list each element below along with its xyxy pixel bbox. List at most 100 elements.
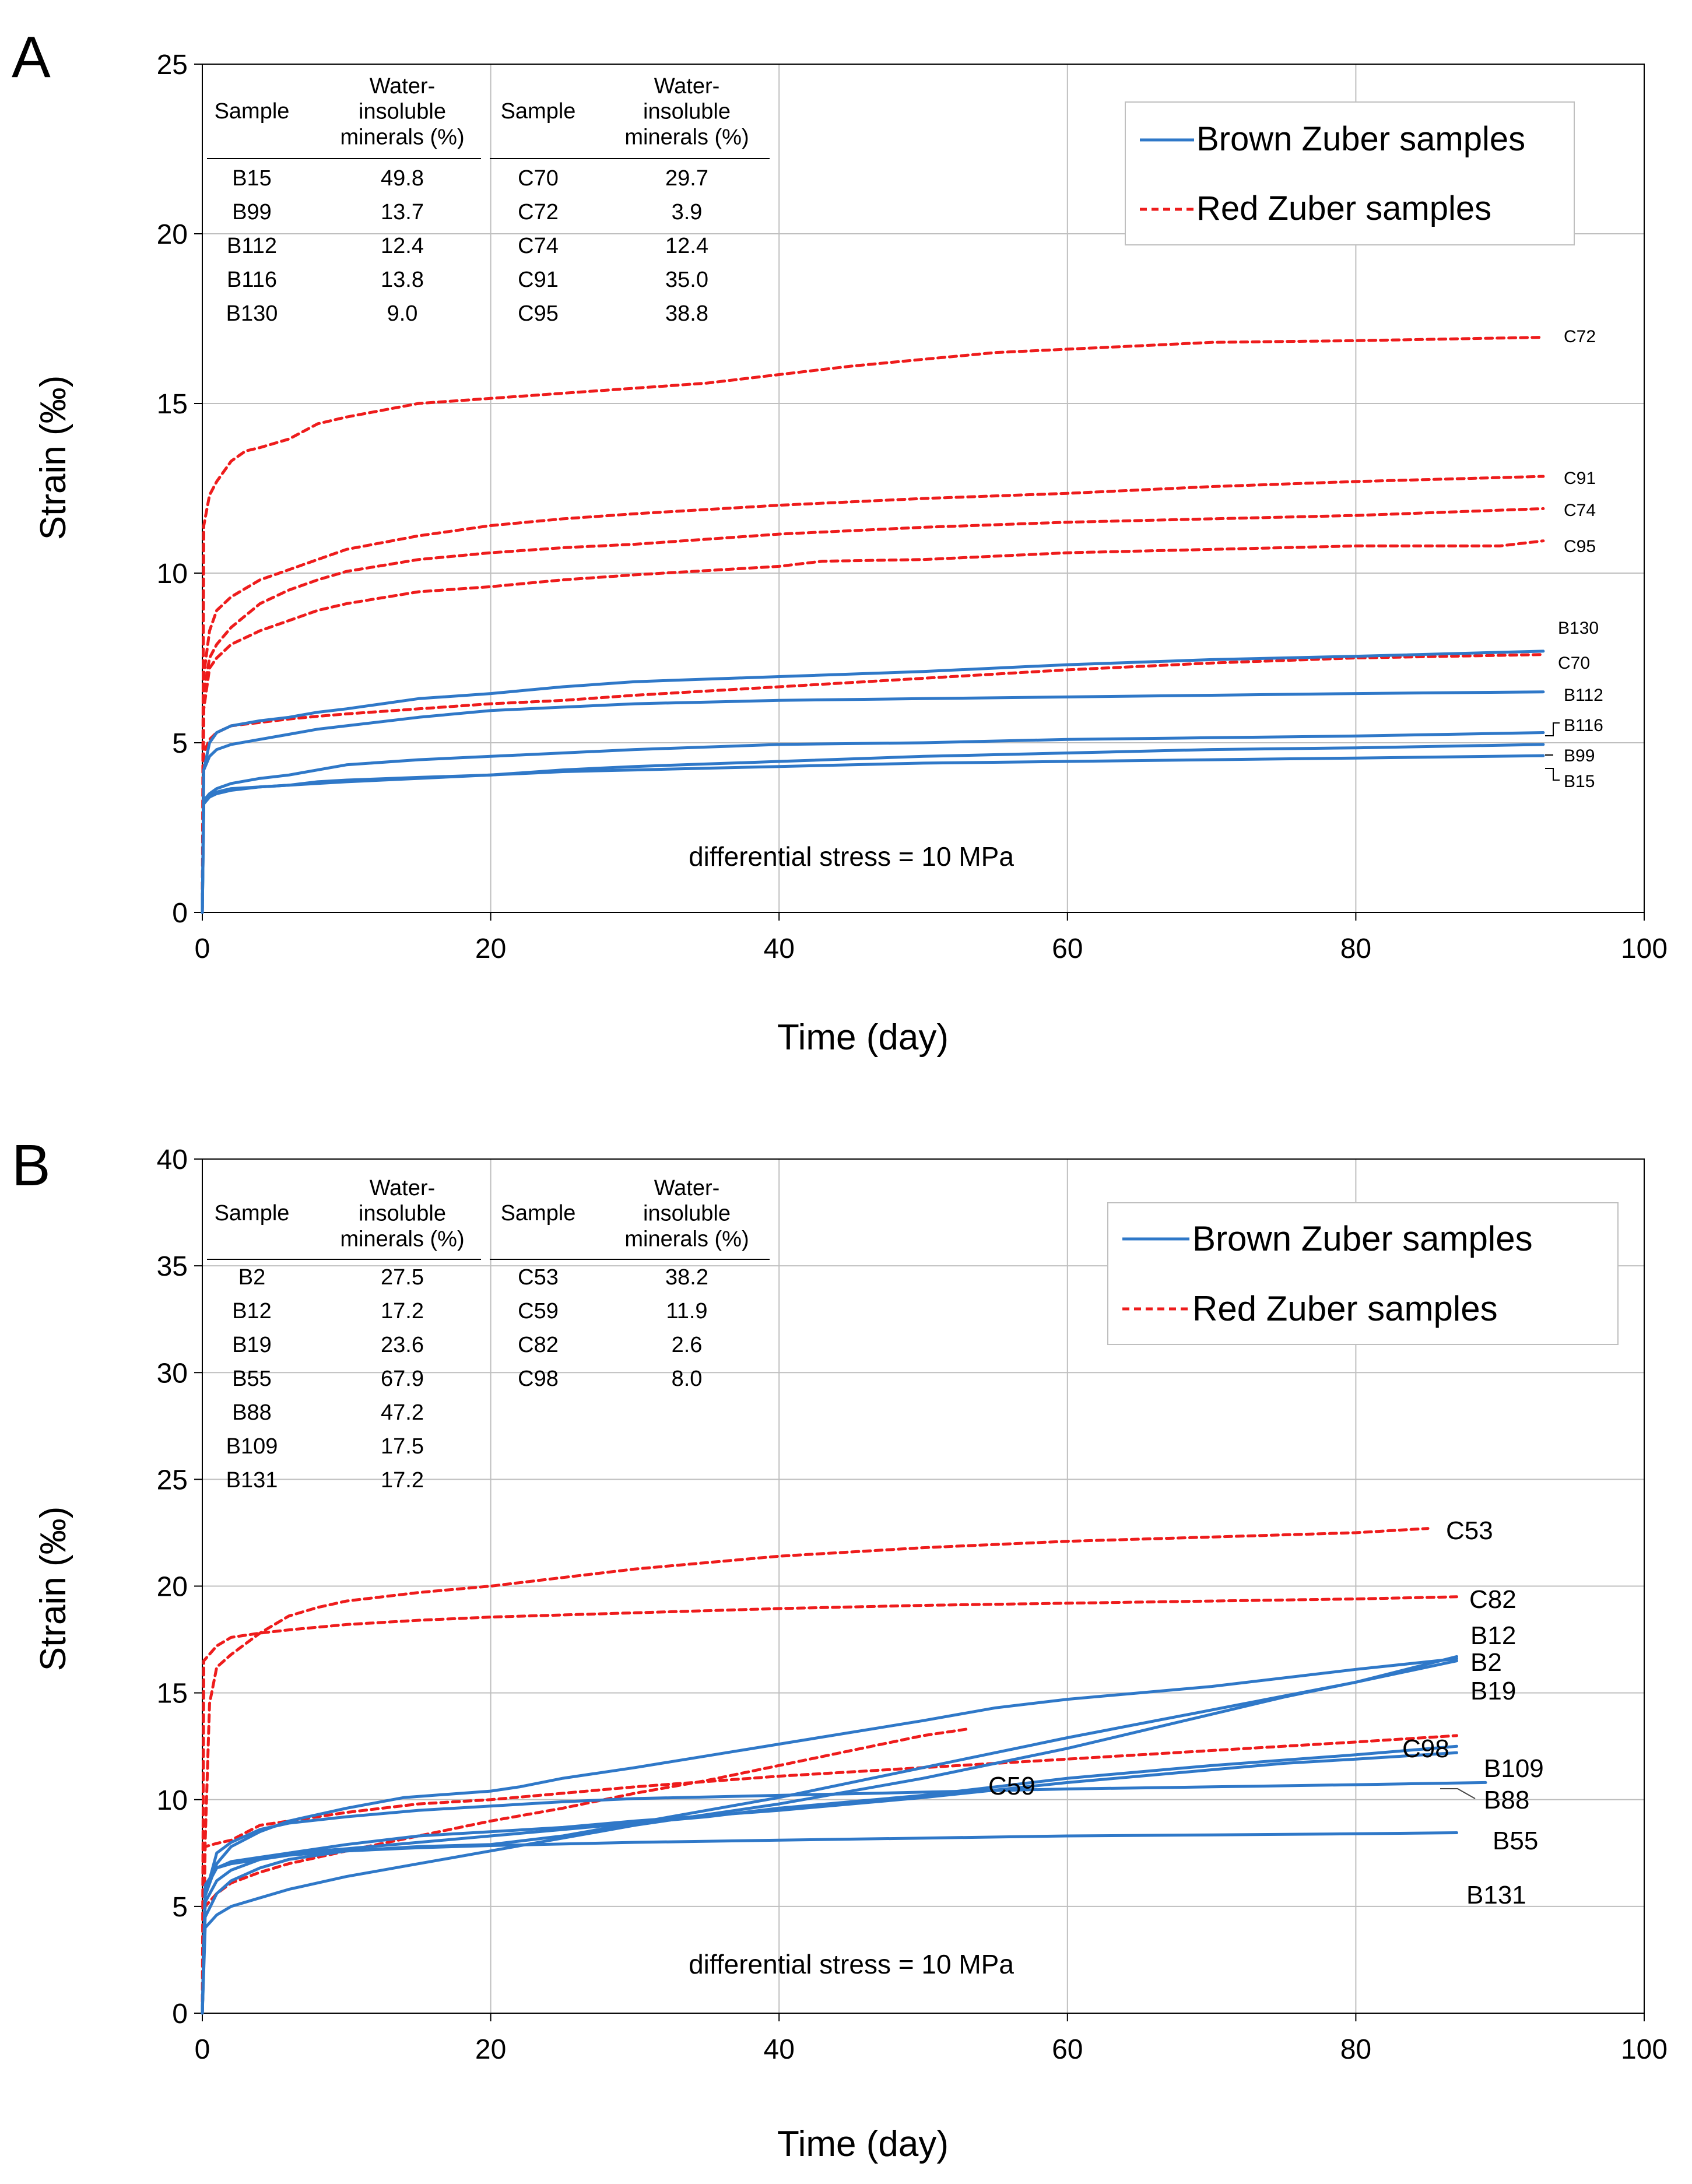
table-header-sample-right: Sample (501, 99, 576, 124)
panel-a-data-table: Sample Water-insoluble minerals (%) Sampl… (207, 74, 770, 326)
table-cell: C82 (518, 1333, 559, 1357)
table-cell: 38.8 (665, 301, 708, 326)
table-cell: 47.2 (381, 1400, 424, 1425)
legend-label-brown: Brown Zuber samples (1196, 120, 1525, 158)
series-label-b130: B130 (1558, 619, 1599, 638)
series-line-c72 (201, 336, 1545, 914)
x-tick-label: 80 (1340, 933, 1371, 964)
panel-b-data-table: Sample Water-insoluble minerals (%) Sampl… (207, 1176, 770, 1493)
table-cell: 35.0 (665, 268, 708, 292)
table-cell: 38.2 (665, 1265, 708, 1290)
series-label-b15: B15 (1564, 772, 1595, 791)
table-cell: 23.6 (381, 1333, 424, 1357)
panel-a-x-axis-label: Time (day) (777, 1017, 949, 1058)
table-b-header-minerals-right: Water-insoluble minerals (%) (624, 1176, 749, 1251)
table-cell: 17.5 (381, 1434, 424, 1459)
leader-b116 (1545, 722, 1560, 736)
panel-a-y-axis-label: Strain (‰) (33, 375, 73, 540)
table-cell: B15 (232, 166, 272, 191)
panel-b-y-axis-label: Strain (‰) (33, 1507, 73, 1671)
y-tick-label: 5 (172, 728, 188, 759)
x-tick-label: 40 (764, 933, 795, 964)
series-label-c70: C70 (1558, 654, 1590, 673)
table-cell: 13.8 (381, 268, 424, 292)
table-cell: 67.9 (381, 1367, 424, 1391)
table-cell: C70 (518, 166, 559, 191)
series-label-b99: B99 (1564, 746, 1595, 766)
series-line-c82 (201, 1595, 1458, 2015)
x-tick-label: 20 (475, 2034, 506, 2065)
y-tick-label: 30 (157, 1358, 188, 1389)
table-cell: 27.5 (381, 1265, 424, 1290)
series-line-b12 (201, 1657, 1458, 2015)
table-cell: 29.7 (665, 166, 708, 191)
table-header-minerals-right: Water-insoluble minerals (%) (624, 74, 749, 149)
series-b-label-b109: B109 (1484, 1754, 1544, 1783)
x-tick-label: 0 (195, 2034, 210, 2065)
y-tick-label: 10 (157, 1785, 188, 1816)
table-cell: C59 (518, 1299, 559, 1323)
table-cell: 11.9 (666, 1299, 707, 1323)
table-cell: B19 (232, 1333, 272, 1357)
table-cell: B2 (238, 1265, 265, 1290)
series-line-c91 (201, 475, 1545, 914)
series-line-b116 (201, 731, 1545, 914)
y-tick-label: 5 (172, 1892, 188, 1923)
series-label-c74: C74 (1564, 501, 1596, 520)
table-cell: B12 (232, 1299, 272, 1323)
panel-b-series (201, 1527, 1487, 2015)
table-cell: 12.4 (381, 234, 424, 258)
series-line-b131 (201, 1831, 1458, 2015)
x-tick-label: 60 (1052, 933, 1083, 964)
series-b-label-b131: B131 (1466, 1881, 1526, 1909)
panel-b-table-rows: B2 27.5 C53 38.2 B12 17.2 C59 11.9 B19 23.6 C82 2.6… (226, 1265, 708, 1493)
legend-b-label-red: Red Zuber samples (1192, 1289, 1498, 1328)
table-cell: B130 (226, 301, 278, 326)
y-tick-label: 20 (157, 1572, 188, 1603)
table-header-minerals-left: Water-insoluble minerals (%) (340, 74, 464, 149)
series-line-b2 (201, 1659, 1458, 2015)
table-cell: C53 (518, 1265, 559, 1290)
panel-b-axis-ticks: 0 20 40 60 80 100 0 5 10 15 20 25 30 35 40 (157, 1144, 1668, 2065)
series-line-c98 (201, 1734, 1458, 2015)
y-tick-label: 20 (157, 219, 188, 250)
legend-box (1125, 101, 1575, 245)
panel-label-a: A (12, 24, 51, 90)
table-cell: B55 (232, 1367, 272, 1391)
table-b-header-minerals-left: Water-insoluble minerals (%) (340, 1176, 464, 1251)
panel-b: B 0 20 40 60 80 100 0 5 10 15 20 25 30 35 40 Time (day… (12, 1133, 1668, 2164)
table-cell: 3.9 (672, 200, 703, 224)
panel-a-series-labels: C72 C91 C74 C95 C70 B130 B112 B116 B99 B… (1558, 327, 1603, 791)
x-tick-label: 40 (764, 2034, 795, 2065)
table-cell: 13.7 (381, 200, 424, 224)
panel-a-legend: Brown Zuber samples Red Zuber samples (1125, 101, 1575, 245)
series-label-c91: C91 (1564, 469, 1596, 488)
table-cell: B109 (226, 1434, 278, 1459)
table-cell: C95 (518, 301, 559, 326)
table-cell: B131 (226, 1468, 278, 1493)
panel-b-x-axis-label: Time (day) (777, 2124, 949, 2164)
y-tick-label: 10 (157, 559, 188, 589)
series-b-label-b55: B55 (1493, 1827, 1538, 1855)
table-cell: 2.6 (672, 1333, 703, 1357)
panel-a-series (201, 336, 1545, 914)
y-tick-label: 15 (157, 389, 188, 420)
y-tick-label: 0 (172, 898, 188, 929)
table-cell: B116 (227, 268, 277, 292)
series-b-label-c82: C82 (1469, 1585, 1517, 1614)
y-tick-label: 35 (157, 1251, 188, 1282)
series-line-b15 (201, 754, 1545, 914)
series-b-label-c53: C53 (1446, 1516, 1493, 1545)
table-cell: 8.0 (672, 1367, 703, 1391)
legend-label-red: Red Zuber samples (1196, 189, 1491, 227)
panel-b-annotation: differential stress = 10 MPa (689, 1949, 1014, 1979)
table-cell: C72 (518, 200, 559, 224)
series-b-label-c59: C59 (988, 1772, 1035, 1800)
series-b-label-b88: B88 (1484, 1786, 1529, 1814)
x-tick-label: 80 (1340, 2034, 1371, 2065)
panel-label-b: B (12, 1133, 51, 1198)
panel-b-legend: Brown Zuber samples Red Zuber samples (1107, 1202, 1619, 1345)
table-cell: C98 (518, 1367, 559, 1391)
series-line-c53 (201, 1527, 1430, 2015)
